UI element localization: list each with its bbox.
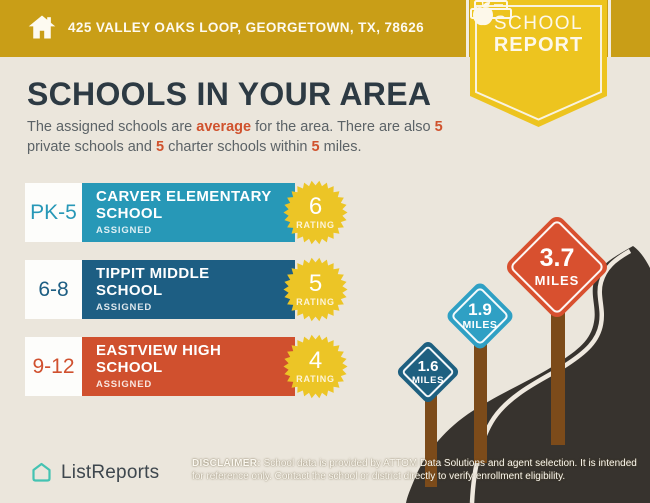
sign-distance: 1.9 (468, 300, 492, 319)
distance-sign-1-6-miles: 1.6 MILES (395, 339, 461, 405)
sign-unit: MILES (534, 273, 580, 288)
grade-range-badge: PK-5 (25, 183, 82, 242)
property-address: 425 VALLEY OAKS LOOP, GEORGETOWN, TX, 78… (68, 20, 425, 35)
disclaimer-text: DISCLAIMER: School data is provided by A… (192, 458, 637, 483)
sign-distance: 3.7 (539, 244, 575, 272)
school-name: CARVER ELEMENTARY SCHOOL (96, 188, 272, 222)
distance-sign-3-7-miles: 3.7 MILES (503, 213, 611, 321)
rating-label: RATING (296, 220, 335, 230)
rating-badge: 5 RATING (283, 257, 348, 322)
disclaimer-label: DISCLAIMER: (192, 458, 261, 469)
grade-range-badge: 6-8 (25, 260, 82, 319)
badge-title-line2: REPORT (493, 34, 584, 56)
rating-badge: 4 RATING (283, 334, 348, 399)
school-row-elementary: PK-5 CARVER ELEMENTARY SCHOOL ASSIGNED 6… (25, 180, 365, 245)
rating-value: 4 (308, 347, 323, 374)
distance-sign-1-9-miles: 1.9 MILES (444, 280, 516, 352)
sign-unit: MILES (411, 374, 445, 386)
rating-label: RATING (296, 297, 335, 307)
school-status: ASSIGNED (96, 224, 153, 236)
sign-distance: 1.6 (417, 357, 439, 375)
page-title: SCHOOLS IN YOUR AREA (27, 76, 432, 112)
listreports-house-icon (32, 462, 51, 482)
book-icon (470, 0, 512, 19)
school-info: EASTVIEW HIGH SCHOOL ASSIGNED (82, 337, 295, 396)
sign-post (425, 395, 437, 487)
subtitle: The assigned schools are average for the… (27, 119, 443, 155)
badge-title-line1: SCHOOL (493, 13, 584, 34)
grade-range-badge: 9-12 (25, 337, 82, 396)
rating-value: 5 (308, 270, 323, 297)
school-report-badge: SCHOOL REPORT (470, 0, 607, 132)
school-name: TIPPIT MIDDLE SCHOOL (96, 265, 210, 299)
ribbon-shape (470, 0, 607, 127)
apple-icon (473, 1, 493, 26)
road-center-line (469, 249, 632, 503)
school-row-middle: 6-8 TIPPIT MIDDLE SCHOOL ASSIGNED 5 RATI… (25, 257, 365, 322)
ribbon-separator-left (466, 0, 469, 57)
school-status: ASSIGNED (96, 378, 153, 390)
rating-value: 6 (308, 193, 323, 220)
house-icon (28, 15, 56, 39)
school-status: ASSIGNED (96, 301, 153, 313)
listreports-logo: ListReports (30, 461, 159, 484)
rating-badge: 6 RATING (283, 180, 348, 245)
sign-post (474, 340, 487, 463)
school-info: CARVER ELEMENTARY SCHOOL ASSIGNED (82, 183, 295, 242)
sign-unit: MILES (462, 319, 498, 331)
ribbon-separator-right (608, 0, 611, 57)
sign-post (551, 300, 565, 445)
school-name: EASTVIEW HIGH SCHOOL (96, 342, 222, 376)
school-info: TIPPIT MIDDLE SCHOOL ASSIGNED (82, 260, 295, 319)
brand-name: ListReports (61, 461, 160, 483)
rating-label: RATING (296, 374, 335, 384)
school-row-high: 9-12 EASTVIEW HIGH SCHOOL ASSIGNED 4 RAT… (25, 334, 365, 399)
ribbon-inner-border (475, 5, 602, 121)
road-surface (406, 246, 650, 503)
assigned-schools-list: PK-5 CARVER ELEMENTARY SCHOOL ASSIGNED 6… (25, 180, 365, 414)
